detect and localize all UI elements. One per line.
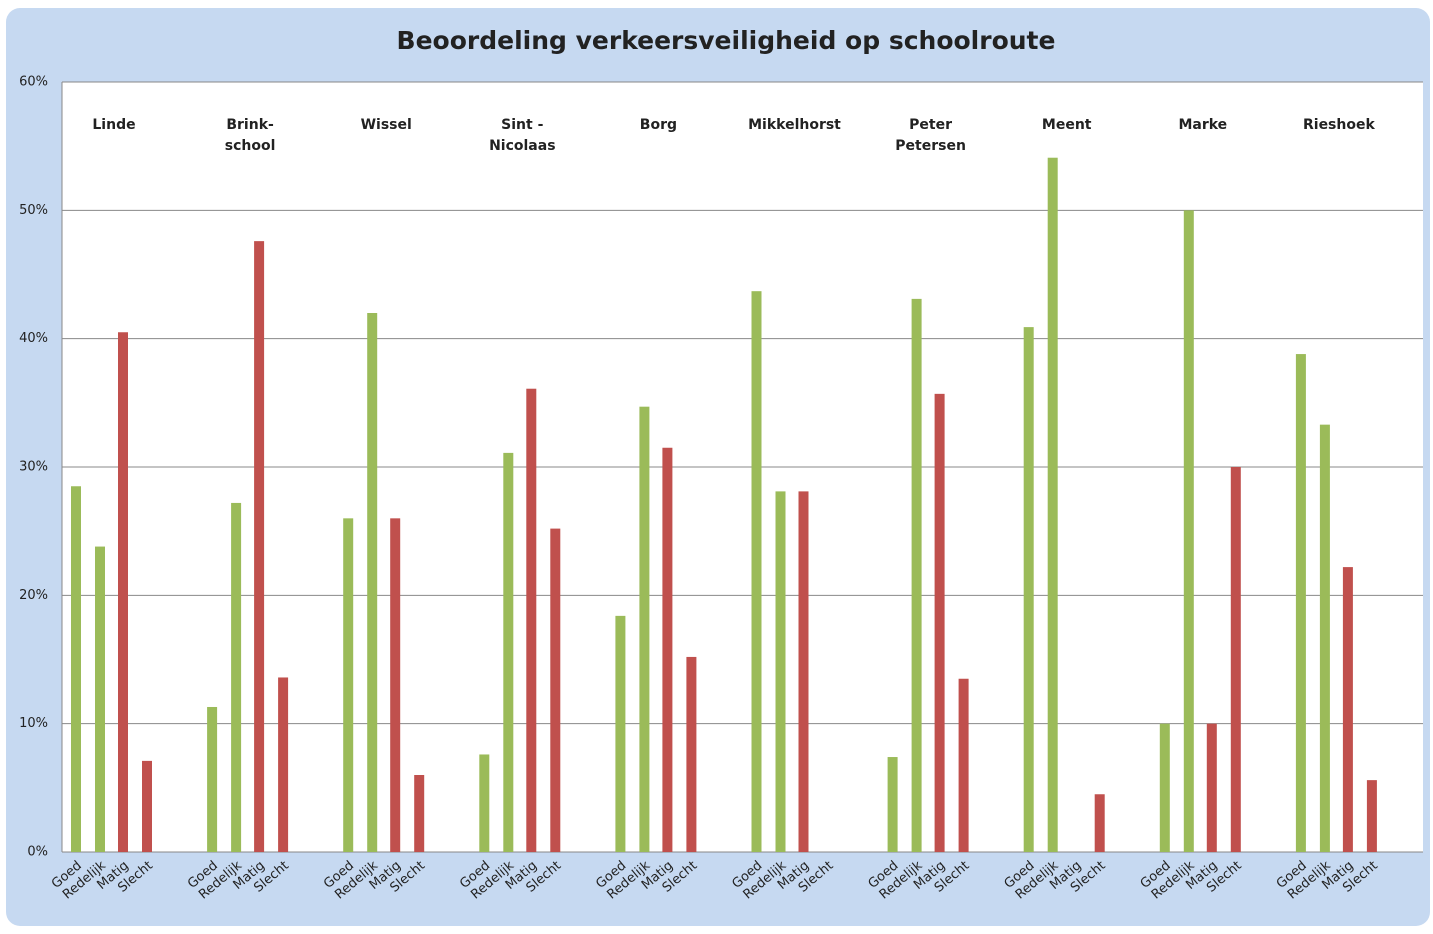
bar xyxy=(479,754,490,852)
bar xyxy=(254,241,265,853)
bar xyxy=(142,760,152,852)
group-label: Nicolaas xyxy=(489,138,555,154)
y-tick-label: 0% xyxy=(27,845,48,860)
bar xyxy=(934,393,945,852)
bar xyxy=(1342,567,1353,852)
group-label: Marke xyxy=(1178,117,1227,133)
bar xyxy=(1159,723,1170,852)
bar xyxy=(958,678,969,852)
y-tick-label: 40% xyxy=(19,331,48,346)
bar xyxy=(71,486,81,852)
bar xyxy=(95,546,105,852)
bar xyxy=(231,502,242,852)
bar xyxy=(343,518,354,852)
bar xyxy=(118,332,128,852)
bar xyxy=(751,291,762,852)
group-label: Borg xyxy=(640,117,677,133)
bar xyxy=(1183,210,1194,853)
chart-title: Beoordeling verkeersveiligheid op school… xyxy=(397,26,1056,55)
group-label: school xyxy=(225,138,276,154)
bar xyxy=(526,388,537,852)
bar xyxy=(798,491,809,852)
bar xyxy=(278,677,289,852)
bar xyxy=(1206,723,1217,852)
bar xyxy=(390,518,401,852)
bar xyxy=(1047,157,1058,852)
y-tick-label: 50% xyxy=(19,203,48,218)
bar xyxy=(615,615,626,852)
bar xyxy=(686,656,697,852)
y-tick-label: 10% xyxy=(19,716,48,731)
bar xyxy=(639,406,650,852)
y-tick-label: 30% xyxy=(19,460,48,475)
group-label: Linde xyxy=(92,117,135,133)
group-label: Meent xyxy=(1042,117,1092,133)
bar xyxy=(911,298,922,853)
bar xyxy=(414,775,425,852)
bar xyxy=(1023,327,1034,852)
bar xyxy=(207,706,218,852)
group-label: Mikkelhorst xyxy=(748,117,841,133)
bar xyxy=(1319,424,1330,852)
bar xyxy=(367,313,378,852)
bar xyxy=(1094,794,1105,852)
y-tick-label: 20% xyxy=(19,588,48,603)
bar xyxy=(775,491,786,852)
group-label: Petersen xyxy=(895,138,966,154)
bar xyxy=(1366,780,1377,852)
bar xyxy=(662,447,673,852)
bar xyxy=(550,528,561,852)
bar xyxy=(503,452,514,852)
group-label: Wissel xyxy=(361,117,412,133)
bar xyxy=(1295,354,1306,852)
group-label: Peter xyxy=(909,117,952,133)
group-label: Brink- xyxy=(226,117,274,133)
bar xyxy=(1230,467,1241,852)
group-label: Sint - xyxy=(501,117,543,133)
y-tick-label: 60% xyxy=(19,75,48,90)
group-label: Rieshoek xyxy=(1303,117,1375,133)
bar xyxy=(887,757,898,852)
